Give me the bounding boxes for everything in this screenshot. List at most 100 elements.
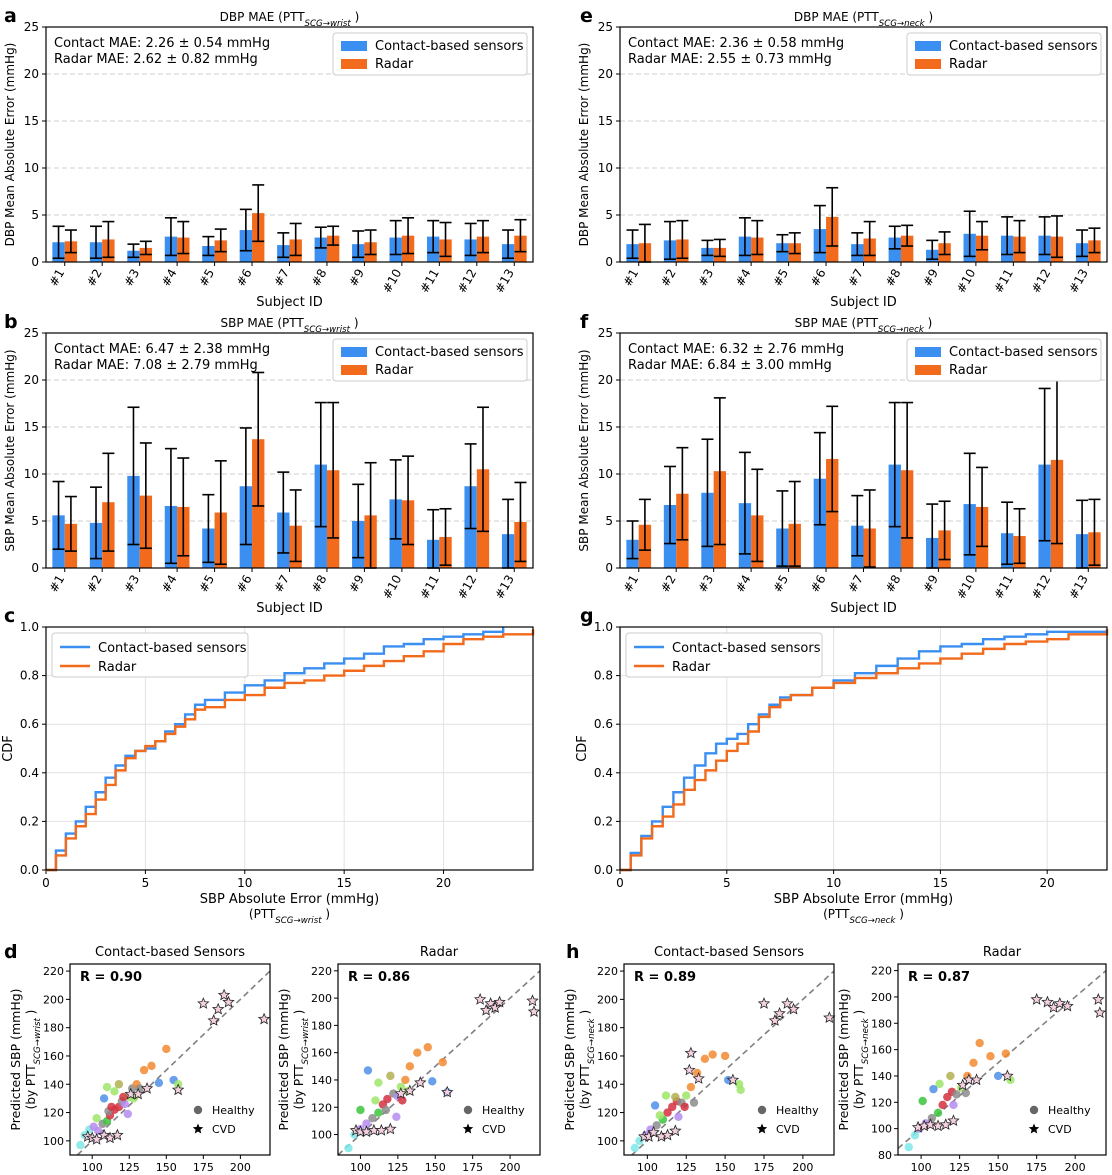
healthy-point xyxy=(396,1082,406,1091)
y-tick-label: 160 xyxy=(311,1047,332,1060)
x-axis-label: SBP Absolute Error (mmHg) xyxy=(774,892,953,907)
bar-contact xyxy=(314,237,327,262)
y-tick-label: 100 xyxy=(871,1123,892,1136)
x-tick-label: #3 xyxy=(121,267,142,289)
cvd-point xyxy=(257,1012,271,1025)
y-tick-label: 0 xyxy=(605,255,613,269)
x-tick-label: #5 xyxy=(196,573,217,595)
panel-letter: a xyxy=(4,5,17,27)
healthy-point xyxy=(107,1102,116,1112)
y-axis-label: Predicted SBP (mmHg) xyxy=(562,988,577,1130)
x-axis-sublabel: (PTTSCG→wrist ) xyxy=(249,907,330,926)
y-tick-label: 20 xyxy=(598,373,613,387)
bar-contact xyxy=(888,237,901,262)
y-tick-label: 140 xyxy=(871,1070,892,1083)
y-tick-label: 180 xyxy=(871,1017,892,1030)
cvd-point xyxy=(683,1063,696,1076)
x-tick-label: 200 xyxy=(792,1161,813,1174)
axes-frame xyxy=(623,963,835,1156)
axes-frame xyxy=(337,963,541,1156)
cvd-point xyxy=(1061,999,1074,1012)
panel-d1: d 100 125 150 175 200 100 120 140 160 180 200 220 Con… xyxy=(4,941,271,1175)
panel-letter: e xyxy=(580,5,593,27)
y-axis-label: CDF xyxy=(1,735,16,762)
x-tick-label: #8 xyxy=(309,573,330,595)
legend-label: Contact-based sensors xyxy=(375,345,524,360)
y-tick-label: 0 xyxy=(605,561,613,575)
healthy-point xyxy=(661,1091,671,1100)
x-tick-label: #12 xyxy=(1029,573,1054,602)
x-tick-label: #8 xyxy=(883,267,904,289)
legend-label: Radar xyxy=(98,660,137,675)
cvd-point xyxy=(1053,996,1067,1009)
cvd-point xyxy=(1001,1069,1014,1082)
y-tick-label: 200 xyxy=(597,993,618,1006)
healthy-point xyxy=(993,1071,1003,1081)
axes-frame xyxy=(897,963,1107,1156)
x-tick-label: 100 xyxy=(350,1161,371,1174)
x-tick-label: 125 xyxy=(387,1161,408,1174)
healthy-point xyxy=(929,1084,938,1094)
legend-swatch xyxy=(341,365,367,375)
panel-d2: 100 125 150 175 200 100 120 140 160 180 200 220 Rada… xyxy=(276,945,541,1175)
x-tick-label: 175 xyxy=(754,1161,775,1174)
y-tick-label: 0.4 xyxy=(20,766,39,780)
identity-line xyxy=(76,970,271,1156)
x-tick-label: #6 xyxy=(808,573,829,595)
x-tick-label: #13 xyxy=(492,267,517,296)
y-tick-label: 0.2 xyxy=(20,814,39,828)
legend-label: Healthy xyxy=(1048,1104,1091,1117)
cvd-point xyxy=(403,1084,417,1097)
legend-label: Healthy xyxy=(776,1104,819,1117)
correlation-stat: R = 0.87 xyxy=(908,970,970,985)
x-tick-label: #9 xyxy=(920,573,941,595)
x-tick-label: #12 xyxy=(455,573,480,602)
y-tick-label: 15 xyxy=(598,420,613,434)
y-tick-label: 0.4 xyxy=(594,766,613,780)
cvd-point xyxy=(1093,1006,1107,1019)
y-tick-label: 0.6 xyxy=(20,717,39,731)
y-tick-label: 25 xyxy=(598,20,613,34)
healthy-point xyxy=(428,1077,437,1086)
y-tick-label: 160 xyxy=(597,1050,618,1063)
x-tick-label: #6 xyxy=(234,573,255,595)
bar-contact xyxy=(776,243,789,262)
x-tick-label: #12 xyxy=(1029,267,1054,296)
healthy-point xyxy=(630,1143,640,1153)
bar-radar xyxy=(326,235,340,262)
y-tick-label: 140 xyxy=(43,1078,64,1091)
x-tick-label: #5 xyxy=(770,573,791,595)
healthy-point xyxy=(401,1075,410,1085)
cvd-point xyxy=(970,1073,983,1086)
panel-letter: c xyxy=(4,605,15,627)
healthy-point xyxy=(938,1100,947,1110)
legend-healthy-marker xyxy=(757,1105,767,1115)
x-tick-label: 15 xyxy=(337,876,352,890)
axes-frame xyxy=(619,626,1108,871)
cvd-point xyxy=(526,994,539,1007)
y-tick-label: 0.6 xyxy=(594,717,613,731)
healthy-point xyxy=(413,1048,422,1057)
cdf-line-radar xyxy=(46,629,535,872)
y-tick-label: 180 xyxy=(311,1019,332,1032)
legend-label: Radar xyxy=(375,363,414,378)
x-tick-label: 125 xyxy=(119,1161,140,1174)
x-tick-label: 175 xyxy=(1026,1161,1047,1174)
healthy-point xyxy=(438,1058,447,1067)
healthy-point xyxy=(114,1080,124,1089)
y-tick-label: 140 xyxy=(311,1074,332,1087)
chart-title: Contact-based Sensors xyxy=(654,945,804,960)
healthy-point xyxy=(110,1087,119,1096)
y-tick-label: 120 xyxy=(43,1107,64,1120)
healthy-point xyxy=(650,1101,660,1110)
x-tick-label: #5 xyxy=(196,267,217,289)
chart-title: SBP MAE (PTTSCG→wrist ) xyxy=(220,316,358,335)
cvd-point xyxy=(473,992,487,1005)
healthy-point xyxy=(736,1085,745,1095)
y-tick-label: 0 xyxy=(31,255,39,269)
healthy-point xyxy=(154,1078,164,1088)
x-tick-label: 20 xyxy=(1040,876,1055,890)
panel-e: e 0 5 10 15 20 25 #1 #2 #3 #4 #5 #6 #7 #8 #9 #10 #11 #12 #1… xyxy=(577,5,1108,310)
legend-label: Radar xyxy=(949,363,988,378)
x-tick-label: #1 xyxy=(46,267,67,289)
